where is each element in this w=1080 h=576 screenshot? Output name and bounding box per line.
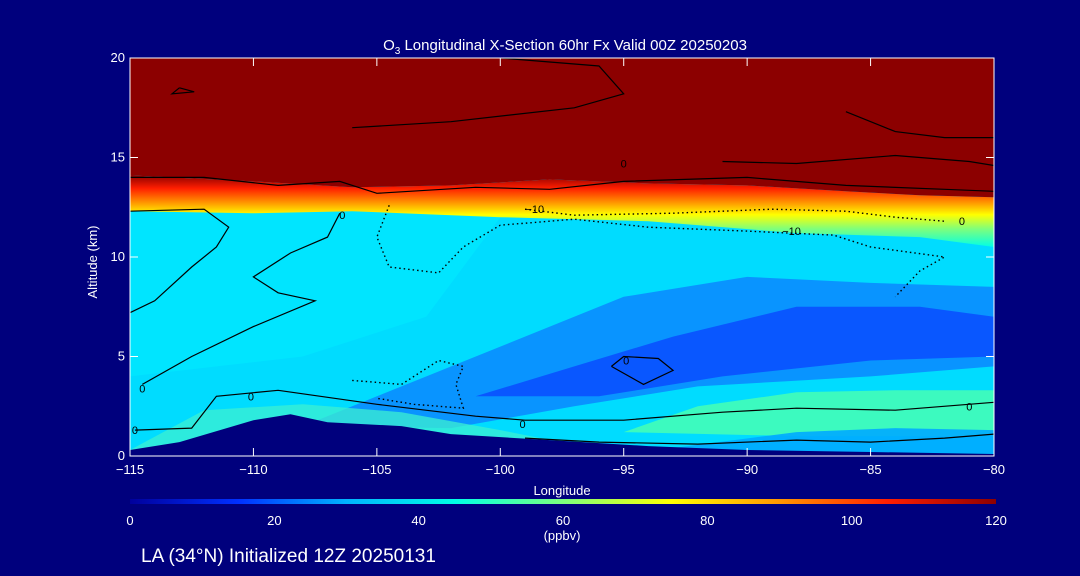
contour-label: 0	[248, 391, 254, 403]
contour-labels: 0 0 0 0 0 0 0 0 0 −10 −10	[132, 158, 973, 437]
contour-label: 0	[623, 355, 629, 367]
y-tick-label: 15	[111, 150, 125, 165]
x-tick-label: −110	[239, 462, 267, 477]
colorbar-ticks: 0 20 40 60 80 100 120	[126, 513, 1006, 528]
contour-label: 0	[966, 401, 972, 413]
chart-title: O3 Longitudinal X-Section 60hr Fx Valid …	[383, 37, 747, 57]
x-tick-label: −80	[983, 462, 1005, 477]
colorbar-tick-label: 60	[556, 513, 570, 528]
y-tick-label: 10	[111, 249, 125, 264]
contour-line	[142, 212, 341, 385]
contour-label: 0	[959, 216, 965, 228]
footer-caption: LA (34°N) Initialized 12Z 20250131	[141, 546, 436, 567]
contour-line	[170, 87, 195, 95]
x-tick-label: −95	[613, 462, 635, 477]
y-axis-label: Altitude (km)	[85, 226, 100, 299]
contour-line	[845, 111, 994, 139]
terrain	[130, 414, 994, 456]
y-axis: 0 5 10 15 20	[111, 50, 994, 463]
contour-line	[134, 389, 994, 431]
colorbar-tick-label: 20	[267, 513, 281, 528]
contour-label: 0	[339, 210, 345, 222]
plot-area: 0 0 0 0 0 0 0 0 0 −10 −10	[130, 58, 994, 456]
contour-label: −10	[782, 226, 801, 238]
contour-line	[130, 208, 230, 314]
y-tick-label: 5	[118, 349, 125, 364]
field-tropopause-gradient	[130, 175, 994, 247]
colorbar-tick-label: 120	[985, 513, 1007, 528]
x-axis-label: Longitude	[533, 483, 590, 498]
contour-label: 0	[519, 419, 525, 431]
y-tick-label: 0	[118, 448, 125, 463]
contour-line	[611, 355, 675, 386]
contour-line	[352, 58, 625, 129]
field-surface-east	[673, 428, 994, 456]
contour-line	[376, 205, 947, 298]
field-boundary-layer	[623, 390, 994, 437]
contour-line	[524, 208, 945, 222]
terrain-surface	[130, 414, 994, 456]
contour-lines	[130, 58, 994, 445]
contour-line	[722, 154, 994, 167]
colorbar-tick-label: 100	[841, 513, 863, 528]
y-tick-label: 20	[111, 50, 125, 65]
field-low-ozone-core	[475, 306, 994, 397]
contour-line	[524, 433, 994, 445]
x-axis: −115 −110 −105 −100 −95 −90 −85 −80	[116, 58, 1005, 477]
field-stratosphere	[130, 58, 994, 198]
colorbar-bar	[130, 499, 996, 504]
contour-label: 0	[621, 158, 627, 170]
contour-line	[130, 176, 994, 194]
colorbar-unit-label: (ppbv)	[544, 528, 581, 543]
x-tick-label: −115	[116, 462, 144, 477]
colorbar-tick-label: 40	[411, 513, 425, 528]
contour-label: 0	[132, 425, 138, 437]
field-upper-troposphere	[130, 197, 501, 377]
colorbar-tick-label: 80	[700, 513, 714, 528]
x-tick-label: −85	[860, 462, 882, 477]
x-tick-label: −100	[486, 462, 515, 477]
colorbar-tick-label: 0	[126, 513, 133, 528]
x-tick-label: −90	[736, 462, 758, 477]
colorbar: 0 20 40 60 80 100 120 (ppbv)	[126, 499, 1007, 543]
contour-label: 0	[139, 383, 145, 395]
x-tick-label: −105	[362, 462, 391, 477]
contour-label: −10	[526, 204, 545, 216]
